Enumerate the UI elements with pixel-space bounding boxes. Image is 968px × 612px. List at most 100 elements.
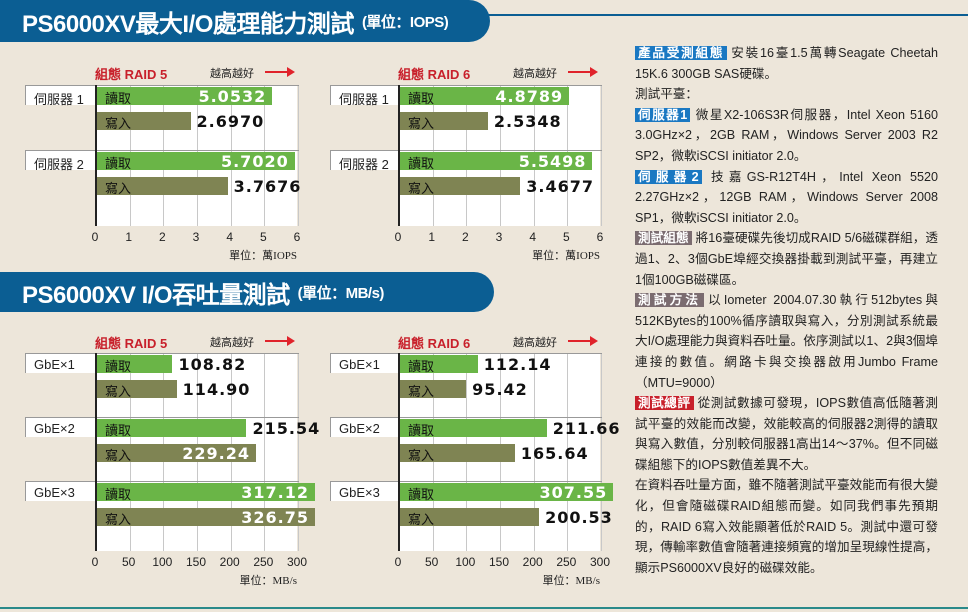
group-divider <box>97 85 299 86</box>
bar-read: 讀取 5.5498 <box>400 152 593 171</box>
iops-unit: (單位：IOPS) <box>361 13 449 31</box>
data-label: 112.14 <box>483 355 552 374</box>
throughput-banner: PS6000XV I/O吞吐量測試 (單位：MB/s) <box>0 272 494 312</box>
iops-title: PS6000XV最大I/O處理能力測試 <box>22 10 354 38</box>
series-label: 寫入 <box>408 181 435 196</box>
section-badge: 伺服器2 <box>635 169 702 184</box>
group-divider <box>400 85 602 86</box>
throughput-unit: (單位：MB/s) <box>297 284 385 302</box>
bar-read: 讀取 108.82 <box>97 355 245 374</box>
gridline <box>533 353 535 551</box>
x-tick-label: 4 <box>529 230 536 244</box>
x-tick-label: 100 <box>152 555 173 569</box>
paragraph-text: 微星X2-106S3R伺服器，Intel Xeon 5160 3.0GHz×2，… <box>635 107 938 163</box>
bar-read: 讀取 112.14 <box>400 355 551 374</box>
section-badge: 測試總評 <box>635 396 694 411</box>
series-label: 讀取 <box>105 423 132 438</box>
group-label: 伺服器 2 <box>25 150 95 172</box>
x-tick-label: 5 <box>259 230 267 244</box>
article-paragraph: 伺服器2 技嘉GS-R12T4H，Intel Xeon 5520 2.27GHz×… <box>635 167 938 229</box>
section-badge: 伺服器1 <box>635 107 691 122</box>
group-label: 伺服器 1 <box>25 85 95 107</box>
data-label: 114.90 <box>182 380 251 399</box>
plot-area: 讀取 108.82 寫入 114.90 讀取 215.54 寫入 229.24 讀取 317.12… <box>95 353 319 551</box>
plot-area: 讀取 5.0532 寫入 2.6970 讀取 5.7020 寫入 3.7676 <box>95 85 300 226</box>
data-label: 4.8789 <box>495 87 564 106</box>
bar-read: 讀取 5.7020 <box>97 152 295 171</box>
series-label: 讀取 <box>408 91 435 106</box>
chart-throughput-raid5: 組態 RAID 5 越高越好 讀取 108.82 寫入 114.90 讀取 215.54 寫入 2… <box>25 333 319 587</box>
group-label: GbE×1 <box>330 353 398 373</box>
data-label: 326.75 <box>241 508 309 527</box>
arrow-right-icon <box>568 67 598 77</box>
bar-read: 讀取 215.54 <box>97 419 319 438</box>
group-divider <box>400 481 602 482</box>
data-label: 317.12 <box>241 483 309 502</box>
data-label: 200.53 <box>545 508 613 527</box>
gridline <box>298 353 299 551</box>
series-label: 寫入 <box>105 181 132 196</box>
gridline <box>298 85 299 226</box>
group-label: GbE×2 <box>25 417 95 437</box>
x-tick-label: 6 <box>293 230 301 244</box>
higher-better-note: 越高越好 <box>210 68 254 80</box>
article-paragraph: 測試組態 將16臺硬碟先後切成RAID 5/6磁碟群組，透過1、2、3個GbE埠經… <box>635 228 938 290</box>
bar-write: 寫入 3.7676 <box>97 177 300 196</box>
bar-write: 寫入 229.24 <box>97 444 256 463</box>
footer-rule <box>0 607 968 609</box>
plot-area: 讀取 112.14 寫入 95.42 讀取 211.66 寫入 165.64 讀取 307.55 寫… <box>398 353 620 551</box>
article-text: 產品受測組態 安裝16臺1.5萬轉Seagate Cheetah 15K.6 30… <box>635 43 938 578</box>
x-tick-label: 3 <box>192 230 200 244</box>
unit-label: 單位：MB/s <box>239 575 297 587</box>
bar-write: 寫入 2.6970 <box>97 112 263 131</box>
bar-read: 讀取 5.0532 <box>97 87 273 106</box>
data-label: 229.24 <box>182 444 250 463</box>
higher-better-note: 越高越好 <box>513 337 557 349</box>
series-label: 讀取 <box>408 487 435 502</box>
chart-title: 組態 RAID 5 <box>95 67 168 82</box>
article-paragraph: 伺服器1 微星X2-106S3R伺服器，Intel Xeon 5160 3.0GH… <box>635 105 938 167</box>
series-label: 讀取 <box>105 91 132 106</box>
series-label: 讀取 <box>408 156 435 171</box>
group-label: GbE×1 <box>25 353 95 373</box>
chart-title: 組態 RAID 6 <box>398 336 471 351</box>
arrow-right-icon <box>568 336 598 346</box>
chart-throughput-raid6: 組態 RAID 6 越高越好 讀取 112.14 寫入 95.42 讀取 211.66 寫入 16… <box>330 333 620 587</box>
header-rule <box>480 14 968 16</box>
article-paragraph: 產品受測組態 安裝16臺1.5萬轉Seagate Cheetah 15K.6 30… <box>635 43 938 84</box>
x-tick-label: 100 <box>455 555 476 569</box>
data-label: 215.54 <box>252 419 321 438</box>
x-tick-label: 0 <box>394 555 402 569</box>
x-tick-label: 2 <box>158 230 166 244</box>
data-label: 2.5348 <box>493 112 562 131</box>
article-paragraph: 測試平臺： <box>635 84 938 105</box>
x-tick-label: 4 <box>226 230 233 244</box>
x-tick-label: 50 <box>424 555 439 569</box>
data-label: 165.64 <box>520 444 589 463</box>
section-badge: 產品受測組態 <box>635 46 728 60</box>
unit-label: 單位：MB/s <box>542 575 600 587</box>
series-label: 讀取 <box>105 359 132 374</box>
series-label: 寫入 <box>105 448 132 463</box>
chart-title: 組態 RAID 6 <box>398 67 471 82</box>
series-label: 寫入 <box>105 512 132 527</box>
bar-read: 讀取 4.8789 <box>400 87 570 106</box>
group-divider <box>97 353 299 354</box>
x-tick-label: 0 <box>91 555 99 569</box>
paragraph-text: 將16臺硬碟先後切成RAID 5/6磁碟群組，透過1、2、3個GbE埠經交換器掛… <box>635 231 939 287</box>
data-label: 3.4677 <box>526 177 594 196</box>
x-tick-label: 0 <box>91 230 99 244</box>
x-tick-label: 300 <box>589 555 611 569</box>
data-label: 307.55 <box>539 483 608 502</box>
group-divider <box>97 417 299 418</box>
data-label: 5.5498 <box>518 152 587 171</box>
bar-read: 讀取 307.55 <box>400 483 614 502</box>
x-tick-label: 6 <box>596 230 604 244</box>
bar-write: 寫入 3.4677 <box>400 177 593 196</box>
chart-title: 組態 RAID 5 <box>95 336 168 351</box>
gridline <box>567 353 569 551</box>
paragraph-text: 安裝16臺1.5萬轉Seagate Cheetah 15K.6 300GB SA… <box>635 46 938 81</box>
bar-write: 寫入 114.90 <box>97 380 249 399</box>
x-tick-label: 200 <box>219 555 240 569</box>
unit-label: 單位：萬IOPS <box>229 250 297 262</box>
